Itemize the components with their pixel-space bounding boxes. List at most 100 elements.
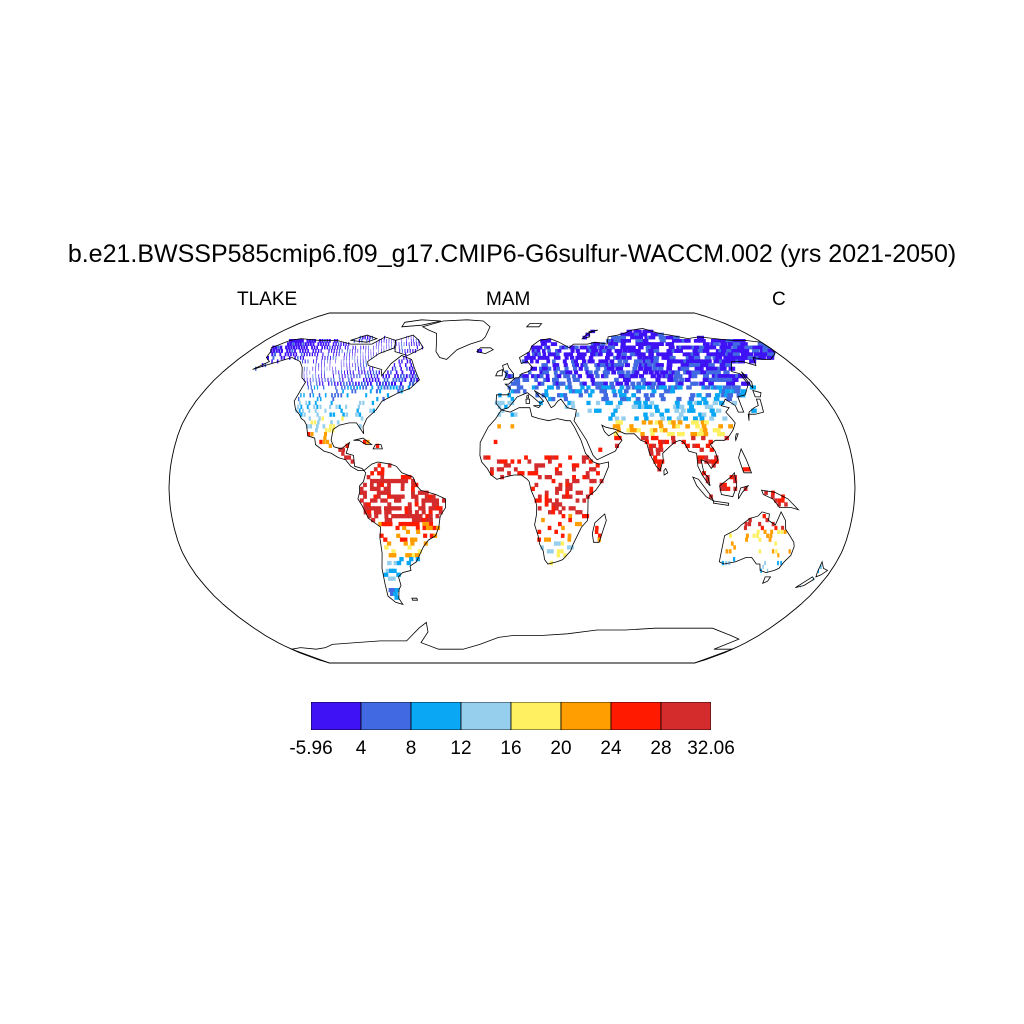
field-cell bbox=[410, 370, 413, 375]
field-cell bbox=[606, 352, 611, 357]
field-cell bbox=[367, 510, 372, 515]
field-cell bbox=[362, 335, 364, 340]
field-cell bbox=[360, 349, 361, 353]
field-cell bbox=[615, 339, 621, 343]
field-cell bbox=[702, 363, 710, 368]
colorbar-tick-label: 12 bbox=[450, 738, 472, 759]
field-cell bbox=[407, 502, 412, 507]
field-cell bbox=[591, 349, 596, 353]
field-cell bbox=[505, 370, 509, 375]
field-cell bbox=[291, 339, 295, 343]
field-cell bbox=[553, 366, 558, 371]
field-cell bbox=[395, 385, 398, 390]
field-cell bbox=[404, 506, 409, 511]
field-cell bbox=[723, 486, 727, 491]
field-cell bbox=[394, 506, 399, 511]
field-cell bbox=[289, 339, 292, 343]
field-cell bbox=[383, 385, 386, 390]
field-cell bbox=[648, 381, 654, 386]
field-cell bbox=[404, 349, 406, 353]
field-cell bbox=[656, 385, 662, 390]
field-cell bbox=[400, 482, 405, 488]
field-cell bbox=[679, 404, 685, 409]
field-cell bbox=[727, 393, 733, 398]
field-cell bbox=[659, 339, 666, 343]
colorbar bbox=[311, 702, 711, 730]
field-cell bbox=[486, 455, 491, 460]
field-cell bbox=[500, 408, 505, 413]
field-cell bbox=[595, 400, 601, 406]
field-cell bbox=[338, 374, 340, 379]
field-cell bbox=[643, 393, 649, 398]
field-cell bbox=[322, 381, 324, 386]
field-cell bbox=[565, 486, 570, 491]
field-cell bbox=[647, 404, 653, 409]
field-cell bbox=[561, 345, 566, 350]
field-cell bbox=[409, 359, 411, 364]
field-cell bbox=[568, 486, 573, 491]
field-cell bbox=[416, 342, 418, 346]
field-cell bbox=[583, 363, 588, 368]
field-cell bbox=[718, 389, 725, 394]
field-cell bbox=[780, 560, 783, 566]
coastline-borneo bbox=[719, 471, 738, 498]
field-cell bbox=[351, 355, 353, 360]
field-cell bbox=[644, 435, 649, 441]
field-cell bbox=[341, 416, 344, 421]
field-cell bbox=[653, 355, 660, 360]
field-cell bbox=[402, 525, 407, 531]
field-cell bbox=[517, 471, 522, 476]
field-cell bbox=[683, 366, 690, 371]
field-cell bbox=[594, 408, 599, 413]
field-cell bbox=[292, 345, 295, 350]
field-cell bbox=[564, 366, 569, 371]
field-cell bbox=[547, 339, 552, 343]
colorbar-swatch bbox=[360, 702, 412, 730]
field-cell bbox=[554, 506, 559, 511]
field-cell bbox=[397, 389, 400, 394]
field-cell bbox=[616, 352, 622, 357]
field-cell bbox=[551, 510, 556, 515]
field-cell bbox=[358, 424, 362, 429]
field-cell bbox=[344, 385, 346, 390]
field-cell bbox=[697, 455, 702, 460]
field-cell bbox=[370, 478, 374, 484]
field-cell bbox=[620, 335, 626, 340]
field-cell bbox=[413, 370, 415, 375]
field-cell bbox=[704, 455, 709, 460]
field-cell bbox=[719, 482, 724, 488]
field-cell bbox=[417, 490, 422, 495]
field-cell bbox=[540, 355, 544, 360]
field-cell bbox=[418, 514, 423, 519]
field-cell bbox=[617, 435, 622, 441]
coastline-newguinea bbox=[760, 489, 800, 511]
field-cell bbox=[586, 374, 591, 379]
field-cell bbox=[413, 537, 418, 542]
field-cell bbox=[272, 355, 275, 360]
field-cell bbox=[547, 366, 552, 371]
field-cell bbox=[274, 345, 278, 350]
season-label: MAM bbox=[486, 289, 531, 310]
field-cell bbox=[618, 366, 624, 371]
field-cell bbox=[590, 389, 595, 394]
field-cell bbox=[567, 545, 571, 550]
field-cell bbox=[376, 490, 381, 495]
field-cell bbox=[312, 349, 315, 353]
field-cell bbox=[400, 366, 402, 371]
field-cell bbox=[665, 374, 671, 379]
field-cell bbox=[348, 377, 350, 382]
field-cell bbox=[396, 533, 401, 538]
field-cell bbox=[353, 374, 355, 379]
field-cell bbox=[272, 349, 276, 353]
field-cell bbox=[331, 345, 334, 350]
field-cell bbox=[589, 490, 594, 495]
field-cell bbox=[700, 370, 707, 375]
field-cell bbox=[546, 359, 551, 364]
field-cell bbox=[550, 549, 554, 554]
field-cell bbox=[376, 396, 379, 402]
field-cell bbox=[311, 389, 313, 394]
field-cell bbox=[422, 521, 427, 527]
field-cell bbox=[636, 381, 642, 386]
field-cell bbox=[493, 439, 498, 445]
field-cell bbox=[554, 529, 558, 534]
